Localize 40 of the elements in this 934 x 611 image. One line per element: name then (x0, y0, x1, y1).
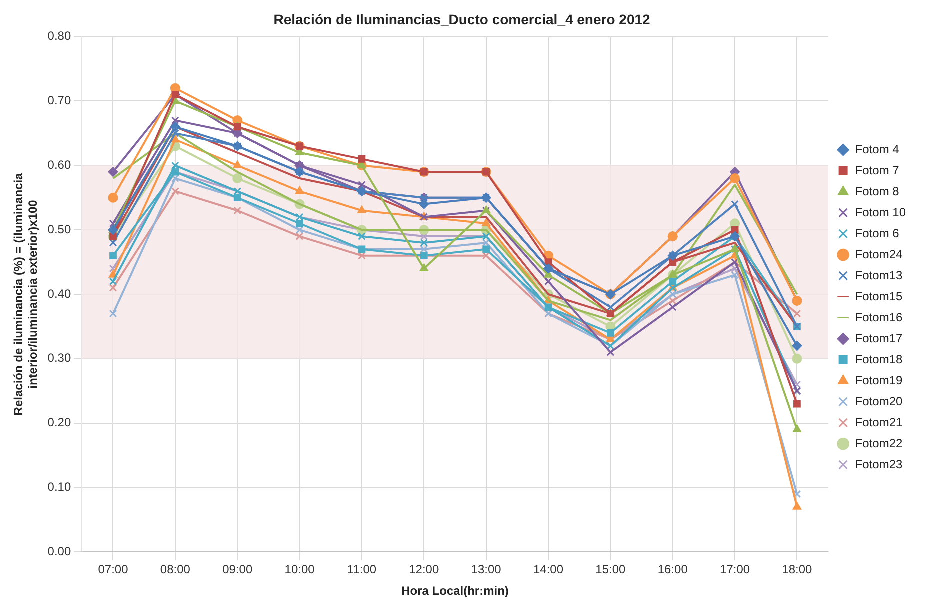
y-tick-label: 0.20 (48, 416, 72, 430)
legend-label: Fotom 7 (855, 163, 900, 178)
y-tick-label: 0.40 (48, 286, 72, 301)
legend-label: Fotom20 (855, 394, 903, 408)
x-tick-label: 18:00 (782, 562, 813, 577)
legend-label: Fotom17 (855, 331, 903, 346)
x-tick-label: 16:00 (658, 562, 688, 577)
legend-label: Fotom 10 (855, 205, 906, 220)
x-tick-label: 15:00 (596, 562, 626, 577)
x-tick-label: 08:00 (160, 562, 191, 577)
legend-label: Fotom18 (855, 352, 903, 366)
x-tick-label: 14:00 (533, 562, 564, 577)
y-tick-label: 0.60 (48, 158, 72, 172)
y-tick-label: 0.30 (48, 351, 72, 366)
legend-label: Fotom16 (855, 310, 903, 324)
x-tick-label: 09:00 (222, 562, 253, 577)
x-tick-label: 13:00 (471, 562, 502, 577)
y-axis-title: Relación de iluminancia (%) = (iluminancia interior/iluminancia exterior)x100 (12, 172, 40, 416)
y-tick-label: 0.70 (48, 94, 72, 108)
legend-label: Fotom22 (855, 436, 903, 450)
y-tick-label: 0.50 (48, 222, 72, 236)
legend-label: Fotom13 (855, 268, 903, 282)
legend-label: Fotom21 (855, 415, 903, 430)
legend-label: Fotom15 (855, 289, 903, 304)
x-tick-label: 17:00 (720, 562, 750, 577)
legend-label: Fotom 6 (855, 226, 900, 240)
x-tick-label: 10:00 (284, 562, 316, 577)
legend-label: Fotom 4 (855, 142, 900, 156)
x-tick-label: 07:00 (98, 562, 129, 577)
legend-label: Fotom24 (855, 247, 903, 262)
legend-label: Fotom19 (855, 373, 903, 388)
y-tick-label: 0.00 (48, 544, 72, 559)
y-tick-label: 0.80 (48, 29, 72, 44)
legend-label: Fotom 8 (855, 184, 900, 198)
legend-label: Fotom23 (855, 457, 903, 472)
x-axis-title: Hora Local(hr:min) (402, 584, 509, 598)
x-tick-label: 11:00 (347, 562, 377, 577)
y-tick-label: 0.10 (48, 480, 72, 494)
x-tick-label: 12:00 (409, 562, 440, 577)
chart-title: Relación de Iluminancias_Ducto comercial_4 enero 2012 (274, 11, 651, 28)
